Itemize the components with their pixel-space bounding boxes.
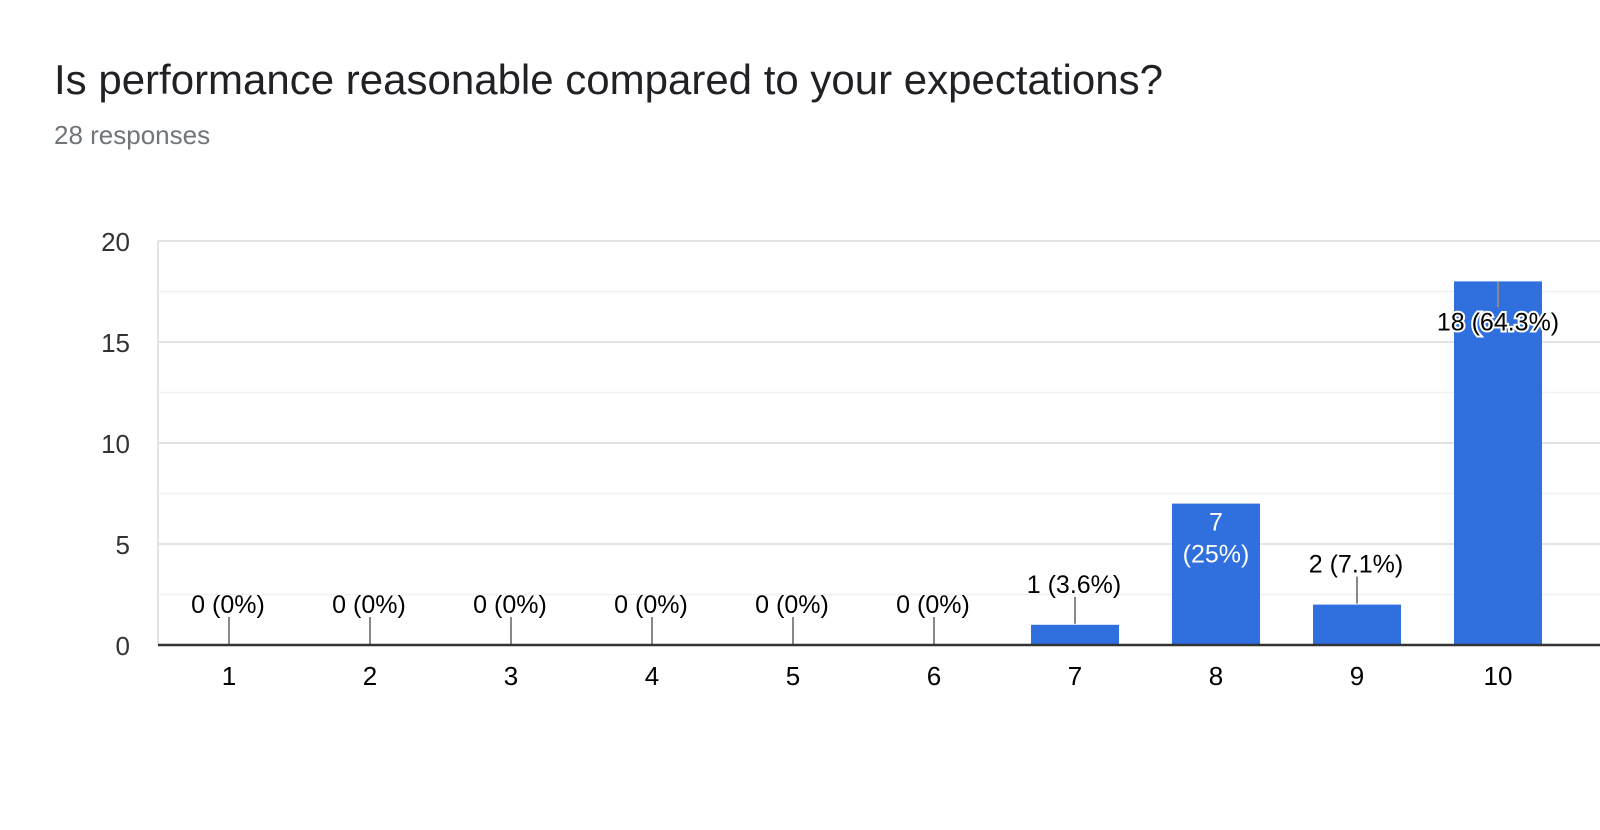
data-label: 0 (0%)	[473, 591, 547, 619]
data-label: 7	[1209, 509, 1223, 537]
x-tick-label: 10	[1484, 661, 1513, 691]
data-label: 0 (0%)	[191, 591, 265, 619]
x-tick-label: 6	[927, 661, 941, 691]
y-tick-label: 10	[101, 429, 130, 459]
data-label: 1 (3.6%)	[1027, 571, 1121, 599]
y-tick-label: 0	[116, 631, 130, 661]
data-label: 2 (7.1%)	[1309, 551, 1403, 579]
x-tick-label: 8	[1209, 661, 1223, 691]
y-tick-label: 20	[101, 227, 130, 257]
x-tick-label: 5	[786, 661, 800, 691]
data-label: 18 (64.3%)	[1437, 308, 1559, 336]
x-tick-label: 9	[1350, 661, 1364, 691]
chart-title: Is performance reasonable compared to yo…	[54, 56, 1163, 103]
x-tick-label: 2	[363, 661, 377, 691]
x-tick-label: 3	[504, 661, 518, 691]
response-count: 28 responses	[54, 120, 211, 150]
data-label: 0 (0%)	[896, 591, 970, 619]
x-tick-label: 4	[645, 661, 659, 691]
bar-7	[1031, 624, 1119, 645]
x-tick-label: 1	[222, 661, 236, 691]
y-tick-label: 5	[116, 530, 130, 560]
data-label: 0 (0%)	[332, 591, 406, 619]
bar-8	[1172, 503, 1260, 645]
y-tick-label: 15	[101, 328, 130, 358]
data-label: 0 (0%)	[755, 591, 829, 619]
x-tick-label: 7	[1068, 661, 1082, 691]
data-label: (25%)	[1183, 541, 1250, 569]
data-label: 0 (0%)	[614, 591, 688, 619]
bar-10	[1454, 281, 1542, 645]
bar-9	[1313, 604, 1401, 645]
